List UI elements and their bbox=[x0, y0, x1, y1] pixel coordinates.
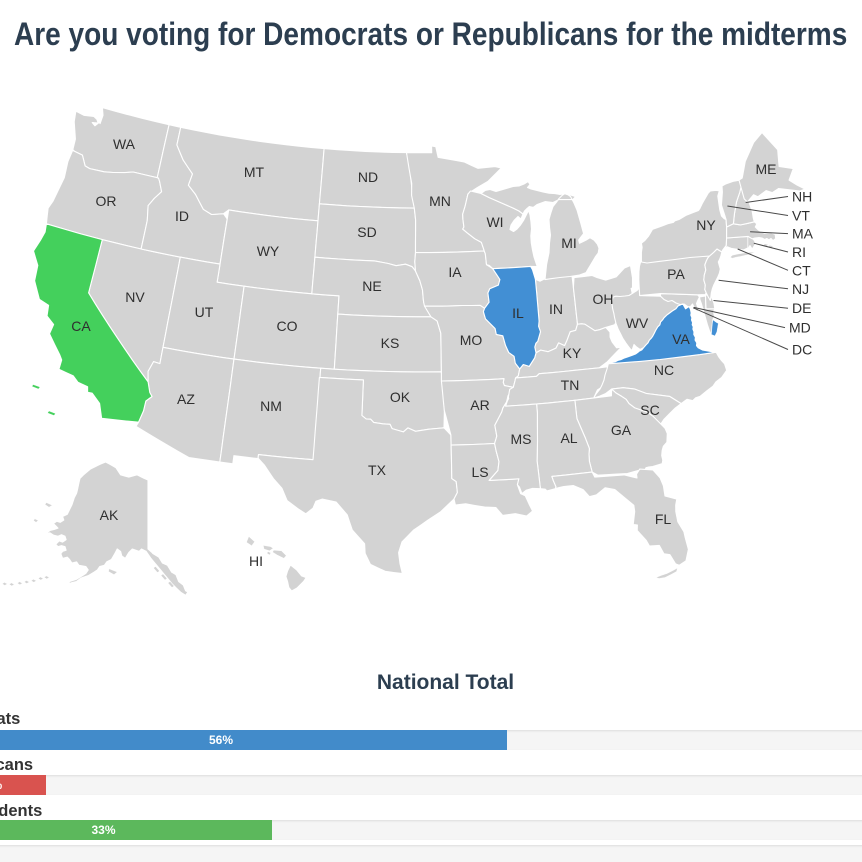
svg-text:CT: CT bbox=[792, 262, 811, 278]
svg-text:WA: WA bbox=[113, 136, 136, 152]
svg-text:NV: NV bbox=[125, 289, 145, 305]
svg-text:AL: AL bbox=[560, 430, 577, 446]
svg-text:AR: AR bbox=[470, 397, 489, 413]
svg-text:NM: NM bbox=[260, 398, 282, 414]
svg-text:ID: ID bbox=[175, 208, 189, 224]
svg-text:SD: SD bbox=[357, 224, 376, 240]
svg-text:TN: TN bbox=[561, 377, 580, 393]
svg-text:WY: WY bbox=[257, 243, 280, 259]
svg-text:HI: HI bbox=[249, 553, 263, 569]
svg-text:KS: KS bbox=[381, 335, 400, 351]
svg-text:GA: GA bbox=[611, 422, 632, 438]
svg-text:IA: IA bbox=[448, 264, 462, 280]
svg-text:NJ: NJ bbox=[792, 281, 809, 297]
svg-text:MI: MI bbox=[561, 235, 577, 251]
svg-text:CO: CO bbox=[277, 318, 298, 334]
svg-text:ND: ND bbox=[358, 169, 378, 185]
svg-text:MD: MD bbox=[789, 320, 811, 336]
svg-text:DE: DE bbox=[792, 300, 811, 316]
svg-text:ME: ME bbox=[756, 161, 777, 177]
svg-text:WV: WV bbox=[626, 315, 649, 331]
svg-text:NC: NC bbox=[654, 362, 674, 378]
svg-text:AK: AK bbox=[100, 507, 119, 523]
svg-text:MS: MS bbox=[511, 431, 532, 447]
svg-text:MN: MN bbox=[429, 193, 451, 209]
svg-text:IL: IL bbox=[512, 305, 524, 321]
svg-text:NE: NE bbox=[362, 278, 381, 294]
svg-text:NY: NY bbox=[696, 217, 716, 233]
svg-text:TX: TX bbox=[368, 462, 387, 478]
svg-text:DC: DC bbox=[792, 342, 812, 358]
svg-text:CA: CA bbox=[71, 318, 91, 334]
svg-text:MA: MA bbox=[792, 226, 814, 242]
svg-text:NH: NH bbox=[792, 189, 812, 205]
svg-text:MT: MT bbox=[244, 164, 265, 180]
svg-text:KY: KY bbox=[563, 345, 582, 361]
svg-text:WI: WI bbox=[486, 214, 503, 230]
svg-text:MO: MO bbox=[460, 332, 483, 348]
svg-text:OK: OK bbox=[390, 389, 411, 405]
svg-text:OH: OH bbox=[593, 291, 614, 307]
svg-text:AZ: AZ bbox=[177, 391, 195, 407]
svg-text:UT: UT bbox=[195, 304, 214, 320]
svg-text:FL: FL bbox=[655, 511, 672, 527]
svg-text:PA: PA bbox=[667, 266, 685, 282]
svg-text:RI: RI bbox=[792, 244, 806, 260]
svg-text:IN: IN bbox=[549, 301, 563, 317]
svg-text:VA: VA bbox=[672, 331, 690, 347]
svg-text:SC: SC bbox=[640, 402, 659, 418]
svg-text:VT: VT bbox=[792, 208, 810, 224]
svg-text:LS: LS bbox=[471, 464, 488, 480]
svg-text:OR: OR bbox=[96, 193, 117, 209]
